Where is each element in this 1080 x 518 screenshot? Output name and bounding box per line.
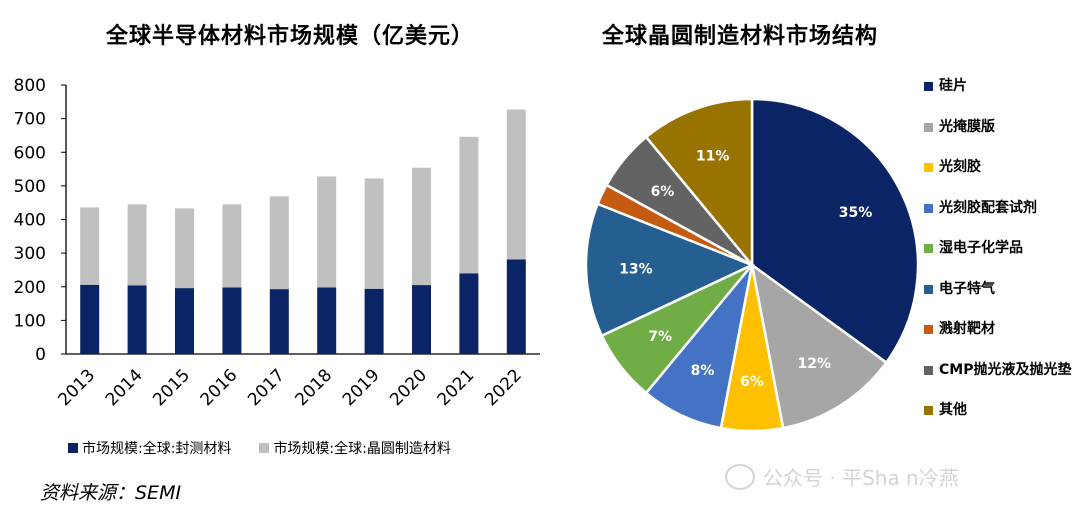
bar-packaging-2017 — [269, 289, 289, 354]
pie-chart-title: 全球晶圆制造材料市场结构 — [601, 24, 878, 49]
pie-legend-swatch-5 — [924, 244, 933, 253]
bar-packaging-2020 — [412, 285, 431, 354]
bar-packaging-2014 — [127, 285, 147, 354]
pie-legend-swatch-8 — [924, 365, 933, 375]
bar-legend-swatch-1 — [68, 443, 78, 453]
bar-wafer-2021 — [459, 136, 479, 274]
x-tick-label: 2022 — [481, 365, 526, 410]
y-tick-label: 0 — [35, 345, 46, 365]
pie-slice-label-4: 8% — [691, 363, 715, 379]
pie-legend: 硅片光掩膜版光刻胶光刻胶配套试剂 湿电子化学品 电子特气溅射靶材 CMP抛光液及抛光垫… — [924, 78, 1080, 443]
pie-slice-6 — [584, 202, 756, 338]
watermark-text: 公众号 · 平Sha n冷燕 — [763, 466, 959, 490]
bar-legend: 市场规模:全球:封测材料 市场规模:全球:晶圆制造材料 — [68, 438, 451, 458]
bar-wafer-2020 — [412, 167, 431, 286]
x-tick-label: 2018 — [292, 365, 337, 410]
pie-legend-label-6: 电子特气 — [939, 280, 995, 297]
bar-packaging-2013 — [80, 284, 100, 354]
pie-slice-label-9: 11% — [696, 149, 730, 165]
pie-slice-label-1: 35% — [839, 205, 873, 221]
pie-legend-label-2: 光掩膜版 — [939, 118, 995, 135]
bar-wafer-2022 — [506, 109, 526, 260]
pie-legend-swatch-6 — [924, 284, 933, 294]
x-tick-label: 2019 — [339, 365, 384, 410]
bar-wafer-2018 — [317, 176, 337, 288]
pie-slice-label-2: 12% — [798, 356, 832, 372]
pie-legend-swatch-2 — [924, 122, 933, 132]
pie-legend-label-5: 湿电子化学品 — [939, 240, 1023, 256]
pie-legend-label-9: 其他 — [939, 402, 967, 418]
bar-legend-item-2: 市场规模:全球:晶圆制造材料 — [259, 438, 451, 458]
pie-legend-item-8: CMP抛光液及抛光垫 — [924, 362, 1080, 389]
pie-slice-label-6: 13% — [619, 262, 653, 278]
pie-slice-1 — [750, 97, 920, 365]
bar-wafer-2013 — [80, 207, 100, 285]
pie-legend-item-4: 光刻胶配套试剂 — [924, 200, 1080, 227]
pie-legend-label-7: 溅射靶材 — [939, 321, 995, 337]
y-tick-label: 200 — [14, 278, 46, 298]
bar-legend-item-1: 市场规模:全球:封测材料 — [68, 438, 231, 458]
bar-wafer-2015 — [175, 208, 194, 289]
watermark: 公众号 · 平Sha n冷燕 — [725, 462, 959, 491]
pie-legend-label-4: 光刻胶配套试剂 — [939, 199, 1037, 216]
pie-legend-swatch-3 — [924, 163, 933, 172]
x-tick-label: 2014 — [102, 365, 147, 410]
x-tick-label: 2020 — [386, 365, 431, 410]
y-tick-label: 400 — [14, 211, 46, 231]
bar-packaging-2022 — [506, 259, 526, 354]
pie-legend-swatch-4 — [924, 203, 933, 213]
bar-chart-title: 全球半导体材料市场规模（亿美元） — [105, 24, 474, 49]
source-note: 资料来源：SEMI — [40, 482, 182, 504]
bar-packaging-2018 — [317, 287, 337, 354]
pie-legend-item-6: 电子特气 — [924, 281, 1080, 308]
pie-legend-swatch-7 — [924, 325, 933, 334]
pie-slice-2 — [750, 262, 889, 430]
pie-legend-item-2: 光掩膜版 — [924, 119, 1080, 146]
bar-wafer-2019 — [364, 178, 384, 289]
y-tick-label: 800 — [14, 76, 46, 96]
wechat-icon — [725, 463, 755, 490]
pie-slice-label-8: 6% — [651, 184, 675, 200]
pie-legend-label-1: 硅片 — [939, 78, 967, 94]
bar-packaging-2016 — [222, 287, 242, 354]
pie-legend-label-3: 光刻胶 — [939, 159, 981, 175]
pie-chart: 35% 12% 6% 8% 7% 13% 6% 11% — [584, 97, 920, 433]
x-tick-label: 2013 — [54, 365, 99, 410]
y-tick-label: 600 — [14, 143, 46, 163]
pie-legend-item-7: 溅射靶材 — [924, 321, 1080, 348]
pie-legend-item-3: 光刻胶 — [924, 159, 1080, 186]
bar-wafer-2017 — [269, 196, 289, 290]
pie-legend-label-8: CMP抛光液及抛光垫 — [939, 361, 1072, 378]
bar-wafer-2016 — [222, 204, 242, 288]
pie-legend-item-5: 湿电子化学品 — [924, 240, 1080, 267]
x-tick-label: 2016 — [197, 365, 242, 410]
pie-slice-label-3: 6% — [740, 374, 764, 390]
bar-packaging-2021 — [459, 273, 479, 354]
pie-slice-9 — [644, 97, 754, 269]
pie-legend-item-9: 其他 — [924, 402, 1080, 429]
bar-packaging-2019 — [364, 288, 384, 354]
bar-legend-label-2: 市场规模:全球:晶圆制造材料 — [273, 441, 451, 457]
pie-legend-item-1: 硅片 — [924, 78, 1080, 105]
y-tick-label: 300 — [14, 244, 46, 264]
bar-legend-swatch-2 — [259, 443, 270, 453]
bar-packaging-2015 — [175, 288, 194, 354]
y-tick-label: 500 — [14, 177, 46, 197]
bar-legend-label-1: 市场规模:全球:封测材料 — [82, 441, 232, 457]
y-tick-label: 700 — [14, 110, 46, 130]
y-tick-label: 100 — [14, 311, 46, 331]
pie-legend-swatch-1 — [924, 82, 933, 91]
bar-wafer-2014 — [127, 204, 147, 286]
x-tick-label: 2015 — [149, 365, 194, 410]
x-tick-label: 2021 — [434, 365, 479, 410]
pie-slice-label-5: 7% — [648, 329, 672, 345]
x-tick-label: 2017 — [244, 365, 289, 410]
pie-legend-swatch-9 — [924, 406, 933, 415]
